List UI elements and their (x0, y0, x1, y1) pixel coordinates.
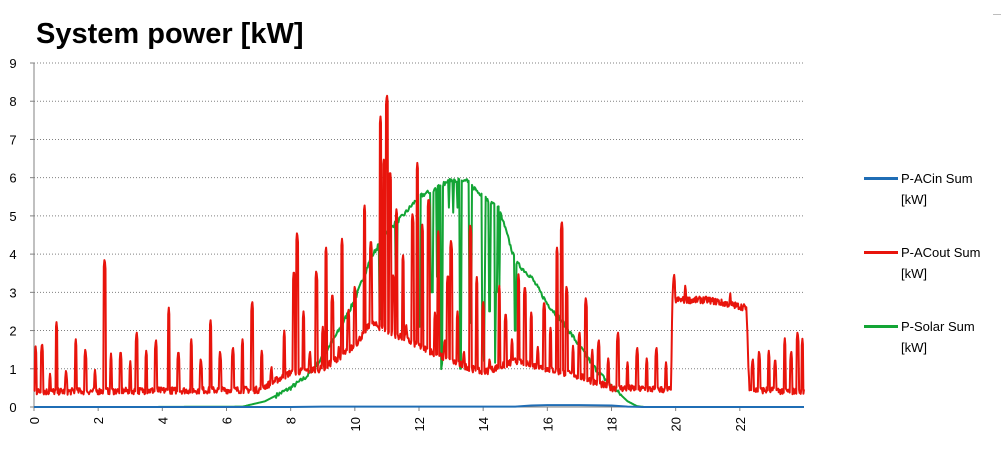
x-tick-label: 12 (412, 417, 427, 431)
legend-label-acout: P-ACout Sum [kW] (901, 245, 981, 281)
x-tick-label: 2 (91, 417, 106, 424)
y-tick-labels: 0 1 2 3 4 5 6 7 8 9 (9, 56, 16, 415)
x-tick-label: 16 (540, 417, 555, 431)
y-tick-label: 4 (9, 247, 16, 262)
legend-label-solar: P-Solar Sum [kW] (901, 319, 975, 355)
corner-mark (993, 14, 1001, 15)
legend-label-acin: P-ACin Sum [kW] (901, 171, 973, 207)
x-tick-label: 10 (348, 417, 363, 431)
legend-swatch-solar (864, 325, 898, 328)
x-tick-label: 14 (476, 417, 491, 431)
x-tick-label: 6 (220, 417, 235, 424)
y-tick-label: 0 (9, 400, 16, 415)
series-layer (33, 94, 805, 408)
x-tick-label: 22 (733, 417, 748, 431)
y-tick-label: 7 (9, 132, 16, 147)
x-tick-label: 4 (155, 417, 170, 424)
y-tick-label: 2 (9, 324, 16, 339)
y-tick-label: 9 (9, 56, 16, 71)
y-tick-label: 1 (9, 362, 16, 377)
y-tick-label: 6 (9, 171, 16, 186)
y-tick-label: 5 (9, 209, 16, 224)
x-tick-label: 18 (605, 417, 620, 431)
y-tick-label: 3 (9, 285, 16, 300)
x-tick-labels: 0 2 4 6 8 10 12 14 16 18 20 22 (27, 417, 748, 431)
x-tick-label: 8 (284, 417, 299, 424)
series-line-acin (34, 404, 804, 408)
series-line-acout (33, 94, 805, 396)
y-tick-label: 8 (9, 94, 16, 109)
legend-swatch-acout (864, 251, 898, 254)
chart-title: System power [kW] (36, 18, 304, 50)
x-tick-label: 20 (669, 417, 684, 431)
legend-swatch-acin (864, 177, 898, 180)
x-tick-label: 0 (27, 417, 42, 424)
